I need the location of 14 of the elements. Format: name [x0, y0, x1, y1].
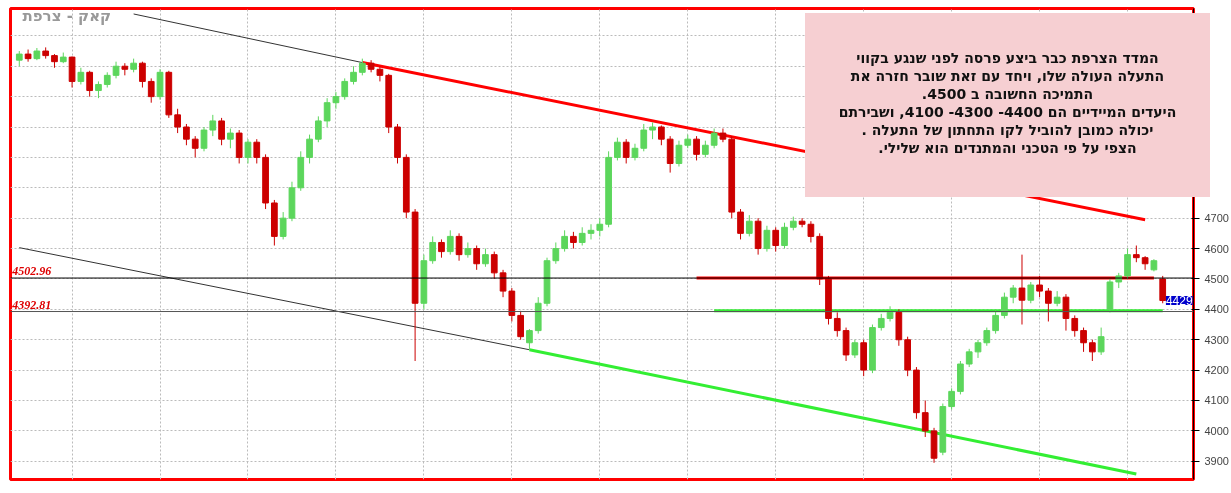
- ref-line-label: 4502.96: [11, 264, 52, 279]
- y-tick-label: 4700: [1204, 212, 1229, 225]
- ref-line-label: 4392.81: [11, 297, 52, 312]
- y-tick-label: 4100: [1204, 394, 1229, 407]
- y-tick-label: 4400: [1204, 303, 1229, 316]
- chart-title: קאק - צרפת: [22, 6, 112, 25]
- y-tick-label: 4300: [1204, 333, 1229, 346]
- y-tick-label: 4200: [1204, 364, 1229, 377]
- y-tick-label: 4600: [1204, 242, 1229, 255]
- note-box: המדד הצרפת כבר ביצע פרסה לפני שנגע בקווי התעלה העולה שלו, ויחד עם זאת שובר חזרה את התמיכה החשובה ב 4500. היעדים המיידיים הם 4400- 4300- 4100, ושבירתם יכולה כמובן להוביל לקו התחתון של התעלה . הצפי על פי הטכני והמתנדים הוא שלילי.: [805, 13, 1210, 197]
- y-tick-label: 4000: [1204, 424, 1229, 437]
- annotation: 4429: [1165, 294, 1193, 309]
- y-tick-label: 4500: [1204, 272, 1229, 285]
- y-tick-label: 3900: [1204, 455, 1229, 468]
